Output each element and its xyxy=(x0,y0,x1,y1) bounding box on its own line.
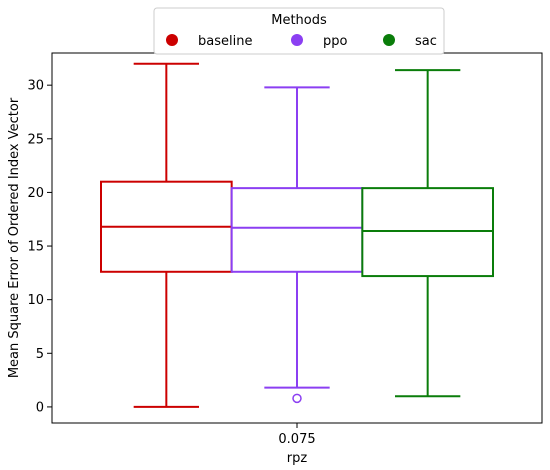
box-baseline xyxy=(100,62,233,408)
y-tick-label: 5 xyxy=(36,347,44,362)
y-axis-label: Mean Square Error of Ordered Index Vecto… xyxy=(7,97,22,378)
iqr-box xyxy=(361,187,495,278)
y-axis-ticks: 0 5 10 15 20 25 30 xyxy=(27,79,52,415)
y-tick-label: 25 xyxy=(27,132,44,147)
legend-marker-ppo xyxy=(291,34,303,46)
y-tick-label: 30 xyxy=(27,79,44,94)
box-ppo xyxy=(230,86,364,404)
x-tick-label: 0.075 xyxy=(278,432,315,447)
y-tick-label: 10 xyxy=(27,293,44,308)
legend-entries: baseline ppo sac xyxy=(166,34,437,49)
y-tick-label: 0 xyxy=(36,400,44,415)
legend-marker-baseline xyxy=(166,34,178,46)
legend-title: Methods xyxy=(271,13,327,28)
legend-frame xyxy=(153,7,445,55)
x-axis-ticks: 0.075 xyxy=(278,423,316,447)
legend: Methods baseline ppo sac xyxy=(153,7,445,55)
legend-label-baseline: baseline xyxy=(198,34,252,49)
y-tick-label: 15 xyxy=(27,240,44,255)
box-sac xyxy=(361,69,495,398)
legend-marker-sac xyxy=(383,34,395,46)
x-axis-label: rpz xyxy=(287,451,308,466)
y-tick-label: 20 xyxy=(27,186,44,201)
box-series xyxy=(100,62,495,408)
legend-label-ppo: ppo xyxy=(323,34,348,49)
legend-label-sac: sac xyxy=(415,34,437,49)
iqr-box xyxy=(230,187,364,273)
outlier-point xyxy=(292,393,302,404)
